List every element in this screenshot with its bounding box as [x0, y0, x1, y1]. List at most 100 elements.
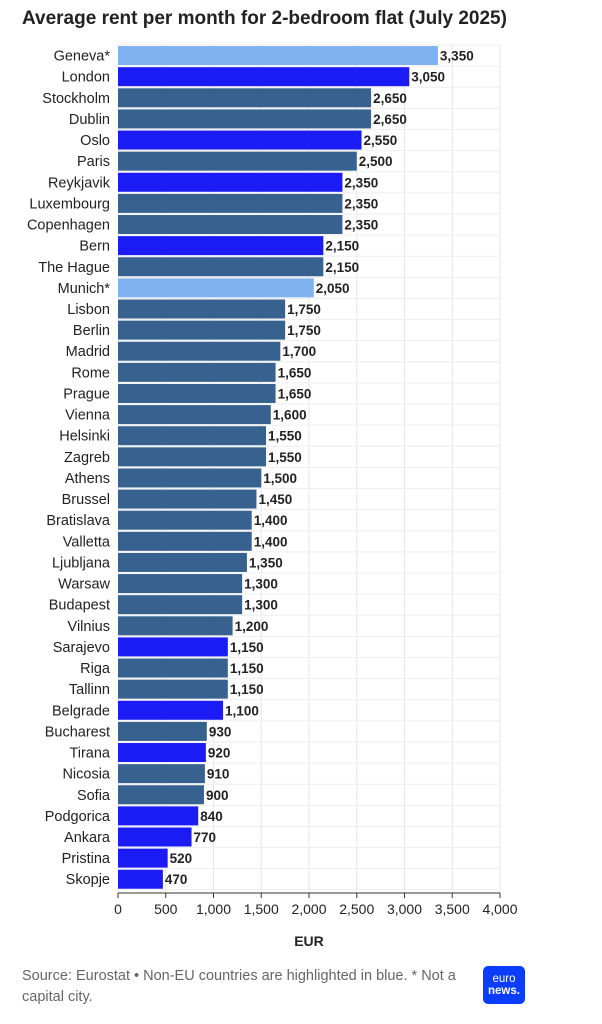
value-label: 1,150: [230, 661, 264, 676]
category-label: Pristina: [62, 851, 111, 867]
bar: [118, 67, 410, 87]
bar: [118, 468, 262, 488]
category-label: Bucharest: [45, 724, 110, 740]
bar: [118, 764, 205, 784]
bar: [118, 658, 228, 678]
category-label: Athens: [65, 471, 110, 487]
category-label: Tallinn: [69, 682, 110, 698]
value-label: 1,100: [225, 703, 259, 718]
category-label: Warsaw: [58, 577, 110, 593]
category-label: Valletta: [63, 534, 111, 550]
value-label: 900: [206, 788, 229, 803]
bar: [118, 595, 243, 615]
category-label: Sarajevo: [53, 640, 110, 656]
category-label: Zagreb: [64, 450, 110, 466]
bar: [118, 616, 233, 636]
category-label: Ankara: [64, 830, 111, 846]
source-note: Source: Eurostat • Non-EU countries are …: [22, 968, 456, 1005]
logo-text-bottom: news.: [488, 985, 520, 997]
bar: [118, 320, 286, 340]
category-label: Sofia: [77, 788, 111, 804]
bar: [118, 299, 286, 319]
value-label: 1,600: [273, 408, 307, 423]
category-label: Bratislava: [46, 513, 111, 529]
value-label: 1,150: [230, 640, 264, 655]
category-label: Berlin: [73, 323, 110, 339]
value-label: 1,550: [268, 450, 302, 465]
value-label: 2,550: [364, 133, 398, 148]
value-label: 470: [165, 872, 188, 887]
x-tick-label: 3,000: [387, 901, 422, 917]
value-label: 3,050: [411, 70, 445, 85]
bar: [118, 46, 438, 66]
chart-title: Average rent per month for 2-bedroom fla…: [22, 8, 507, 29]
value-label: 1,150: [230, 682, 264, 697]
logo-text-top: euro: [492, 973, 516, 985]
bar: [118, 531, 252, 551]
category-label: Budapest: [49, 598, 110, 614]
category-label: Brussel: [62, 492, 110, 508]
bar: [118, 743, 206, 763]
category-label: Dublin: [69, 112, 110, 128]
x-tick-label: 3,500: [435, 901, 470, 917]
value-label: 1,750: [287, 302, 321, 317]
category-label: Vienna: [65, 408, 111, 424]
x-tick-label: 500: [154, 901, 178, 917]
bar: [118, 236, 324, 256]
value-label: 520: [170, 851, 193, 866]
x-tick-label: 1,500: [244, 901, 279, 917]
value-label: 1,400: [254, 513, 288, 528]
bar: [118, 721, 207, 741]
category-label: Madrid: [66, 344, 110, 360]
category-label: Luxembourg: [29, 196, 110, 212]
category-label: Bern: [79, 239, 110, 255]
value-label: 910: [207, 767, 230, 782]
x-tick-label: 2,500: [339, 901, 374, 917]
bar: [118, 109, 372, 129]
category-label: Riga: [80, 661, 111, 677]
category-label: Lisbon: [67, 302, 110, 318]
category-label: Rome: [71, 365, 110, 381]
category-label: Copenhagen: [27, 218, 110, 234]
category-label: Stockholm: [42, 91, 110, 107]
category-label: Podgorica: [45, 809, 111, 825]
bar: [118, 426, 267, 446]
category-label: Helsinki: [59, 429, 110, 445]
category-label: Prague: [63, 386, 110, 402]
bar: [118, 679, 228, 699]
bar: [118, 869, 163, 889]
value-label: 1,650: [278, 365, 312, 380]
euronews-logo: euro news.: [483, 966, 525, 1004]
bar: [118, 785, 204, 805]
bar-chart: Geneva* 3,350 London 3,050 Stockholm 2,650 Dub…: [27, 44, 518, 949]
category-label: Munich*: [58, 281, 111, 297]
bar: [118, 700, 224, 720]
value-label: 2,500: [359, 154, 393, 169]
bar: [118, 574, 243, 594]
bar: [118, 362, 276, 382]
category-label: The Hague: [38, 260, 110, 276]
value-label: 2,350: [344, 218, 378, 233]
category-label: Skopje: [66, 872, 110, 888]
value-label: 1,350: [249, 555, 283, 570]
value-label: 1,650: [278, 386, 312, 401]
bar: [118, 215, 343, 235]
value-label: 2,150: [325, 239, 359, 254]
bar: [118, 172, 343, 192]
value-label: 930: [209, 724, 232, 739]
x-tick-label: 2,000: [291, 901, 326, 917]
category-label: Reykjavik: [48, 175, 111, 191]
value-label: 840: [200, 809, 223, 824]
value-label: 1,400: [254, 534, 288, 549]
x-tick-label: 4,000: [482, 901, 517, 917]
bar: [118, 383, 276, 403]
value-label: 1,750: [287, 323, 321, 338]
bar: [118, 447, 267, 467]
value-label: 2,650: [373, 91, 407, 106]
x-axis-title: EUR: [294, 933, 324, 949]
category-label: Paris: [77, 154, 110, 170]
category-label: Geneva*: [54, 49, 111, 65]
bar: [118, 489, 257, 509]
bar: [118, 193, 343, 213]
bar: [118, 637, 228, 657]
